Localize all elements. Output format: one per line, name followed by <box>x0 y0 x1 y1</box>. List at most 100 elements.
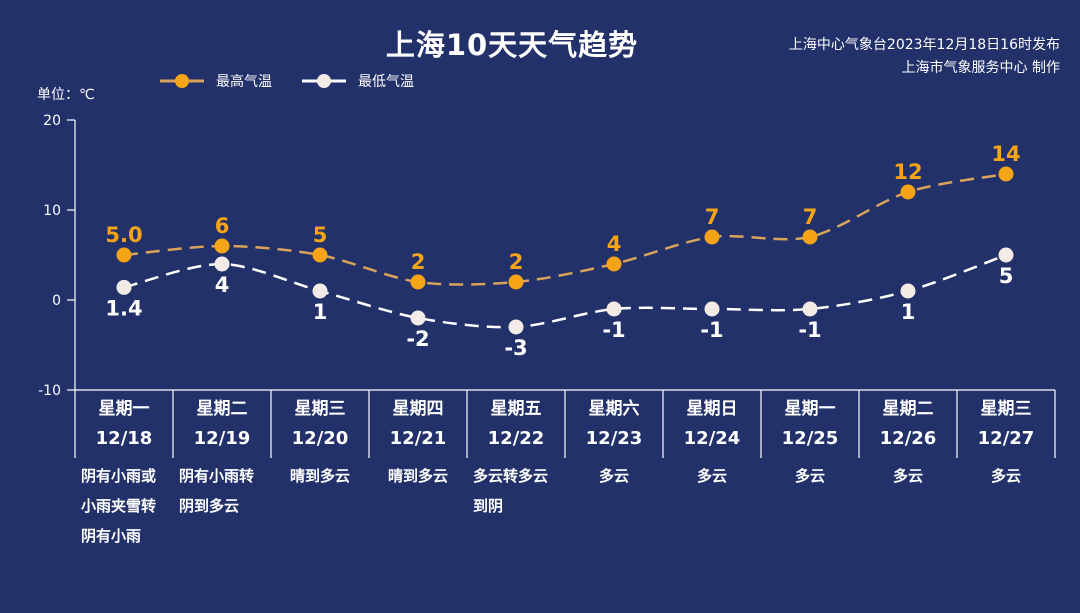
legend-low-label: 最低气温 <box>358 74 414 90</box>
day-header: 星期日 12/24 <box>663 395 761 453</box>
low-temp-label: -1 <box>700 318 723 342</box>
weather-line: 多云 <box>892 467 923 485</box>
day-header: 星期三 12/27 <box>957 395 1055 453</box>
weather-description: 多云转多云 到阴 <box>467 461 565 521</box>
high-temp-line <box>123 172 1007 286</box>
high-temp-point[interactable] <box>704 229 720 245</box>
low-temp-label: -1 <box>602 318 625 342</box>
weather-description: 多云 <box>957 461 1055 491</box>
day-header: 星期四 12/21 <box>369 395 467 453</box>
low-temp-point[interactable] <box>900 283 916 299</box>
low-temp-label: -2 <box>406 327 429 351</box>
weather-line: 阴有小雨 <box>81 527 142 545</box>
date-label: 12/25 <box>781 428 839 449</box>
weekday-label: 星期六 <box>588 399 640 419</box>
weekday-label: 星期三 <box>294 399 346 419</box>
legend-low-marker-icon <box>302 74 346 88</box>
chart-legend: 最高气温 最低气温 <box>160 71 444 91</box>
weather-description: 多云 <box>565 461 663 491</box>
high-temp-point[interactable] <box>116 247 132 263</box>
weather-description: 晴到多云 <box>271 461 369 491</box>
date-label: 12/19 <box>193 428 251 449</box>
chart-title: 上海10天天气趋势 <box>385 28 639 62</box>
y-tick-label: 20 <box>43 113 61 129</box>
weather-line: 阴有小雨或 <box>81 467 157 485</box>
weather-description: 晴到多云 <box>369 461 467 491</box>
low-temp-label: -3 <box>504 336 527 360</box>
high-temp-point[interactable] <box>508 274 524 290</box>
weekday-label: 星期二 <box>196 399 248 419</box>
low-temp-point[interactable] <box>606 301 622 317</box>
date-label: 12/24 <box>683 428 741 449</box>
weather-line: 晴到多云 <box>289 467 350 485</box>
date-label: 12/27 <box>977 428 1035 449</box>
weather-line: 多云 <box>794 467 825 485</box>
day-header: 星期一 12/25 <box>761 395 859 453</box>
high-temp-point[interactable] <box>606 256 622 272</box>
day-header: 星期二 12/26 <box>859 395 957 453</box>
high-temp-point[interactable] <box>214 238 230 254</box>
low-temp-point[interactable] <box>998 247 1014 263</box>
publisher-line-1: 上海中心气象台2023年12月18日16时发布 <box>788 37 1060 53</box>
weekday-label: 星期一 <box>98 399 150 419</box>
date-label: 12/21 <box>389 428 447 449</box>
weekday-label: 星期一 <box>784 399 836 419</box>
weather-description: 阴有小雨或小雨夹雪转阴有小雨 <box>75 461 173 551</box>
day-header: 星期六 12/23 <box>565 395 663 453</box>
low-temp-label: 1 <box>901 300 916 324</box>
weather-description: 多云 <box>663 461 761 491</box>
weather-line: 多云转多云 <box>473 467 549 485</box>
high-temp-label: 5 <box>313 223 328 247</box>
weekday-label: 星期日 <box>686 399 738 419</box>
weather-line: 多云 <box>598 467 629 485</box>
high-temp-point[interactable] <box>410 274 426 290</box>
low-temp-label: 1 <box>313 300 328 324</box>
weather-line: 多云 <box>696 467 727 485</box>
low-temp-label: -1 <box>798 318 821 342</box>
high-temp-point[interactable] <box>900 184 916 200</box>
weekday-label: 星期四 <box>392 399 444 419</box>
low-temp-line <box>123 253 1007 329</box>
legend-item-low[interactable]: 最低气温 <box>302 71 414 91</box>
day-header: 星期二 12/19 <box>173 395 271 453</box>
weekday-label: 星期三 <box>980 399 1032 419</box>
legend-item-high[interactable]: 最高气温 <box>160 71 272 91</box>
weather-line: 小雨夹雪转 <box>81 497 157 515</box>
low-temp-label: 4 <box>215 273 230 297</box>
high-temp-point[interactable] <box>312 247 328 263</box>
low-temp-point[interactable] <box>410 310 426 326</box>
weekday-label: 星期五 <box>490 399 542 419</box>
low-temp-point[interactable] <box>802 301 818 317</box>
weather-description: 多云 <box>859 461 957 491</box>
weather-line: 多云 <box>990 467 1021 485</box>
unit-label: 单位：℃ <box>37 87 95 103</box>
high-temp-point[interactable] <box>802 229 818 245</box>
date-label: 12/18 <box>95 428 153 449</box>
high-temp-label: 12 <box>893 160 922 184</box>
y-tick-label: 10 <box>43 203 61 219</box>
high-temp-point[interactable] <box>998 166 1014 182</box>
weather-description: 多云 <box>761 461 859 491</box>
weekday-label: 星期二 <box>882 399 934 419</box>
date-label: 12/23 <box>585 428 643 449</box>
low-temp-point[interactable] <box>704 301 720 317</box>
date-label: 12/26 <box>879 428 937 449</box>
day-header: 星期三 12/20 <box>271 395 369 453</box>
weather-description: 阴有小雨转 阴到多云 <box>173 461 271 521</box>
high-temp-label: 7 <box>803 205 818 229</box>
low-temp-point[interactable] <box>508 319 524 335</box>
legend-high-marker-icon <box>160 74 204 88</box>
low-temp-point[interactable] <box>214 256 230 272</box>
publisher-line-2: 上海市气象服务中心 制作 <box>901 60 1060 76</box>
date-label: 12/20 <box>291 428 349 449</box>
high-temp-label: 6 <box>215 214 230 238</box>
low-temp-label: 5 <box>999 264 1014 288</box>
low-temp-point[interactable] <box>312 283 328 299</box>
low-temp-point[interactable] <box>116 279 132 295</box>
y-tick-label: -10 <box>38 383 61 399</box>
high-temp-label: 7 <box>705 205 720 229</box>
weather-line: 阴到多云 <box>179 497 240 515</box>
y-tick-label: 0 <box>52 293 61 309</box>
high-temp-label: 2 <box>509 250 524 274</box>
